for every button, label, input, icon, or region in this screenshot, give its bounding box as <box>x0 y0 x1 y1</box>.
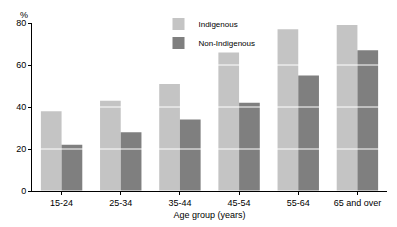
svg-text:Age group (years): Age group (years) <box>173 210 245 220</box>
svg-text:60: 60 <box>16 60 26 70</box>
svg-text:15-24: 15-24 <box>50 198 73 208</box>
svg-text:25-34: 25-34 <box>109 198 132 208</box>
svg-text:40: 40 <box>16 102 26 112</box>
svg-text:45-54: 45-54 <box>228 198 251 208</box>
svg-text:%: % <box>20 10 28 20</box>
svg-text:65 and over: 65 and over <box>334 198 382 208</box>
svg-text:Indigenous: Indigenous <box>199 20 238 29</box>
svg-text:0: 0 <box>21 186 26 196</box>
svg-text:20: 20 <box>16 144 26 154</box>
svg-text:55-64: 55-64 <box>287 198 310 208</box>
svg-text:35-44: 35-44 <box>168 198 191 208</box>
svg-text:80: 80 <box>16 18 26 28</box>
svg-text:Non-Indigenous: Non-Indigenous <box>199 39 255 48</box>
